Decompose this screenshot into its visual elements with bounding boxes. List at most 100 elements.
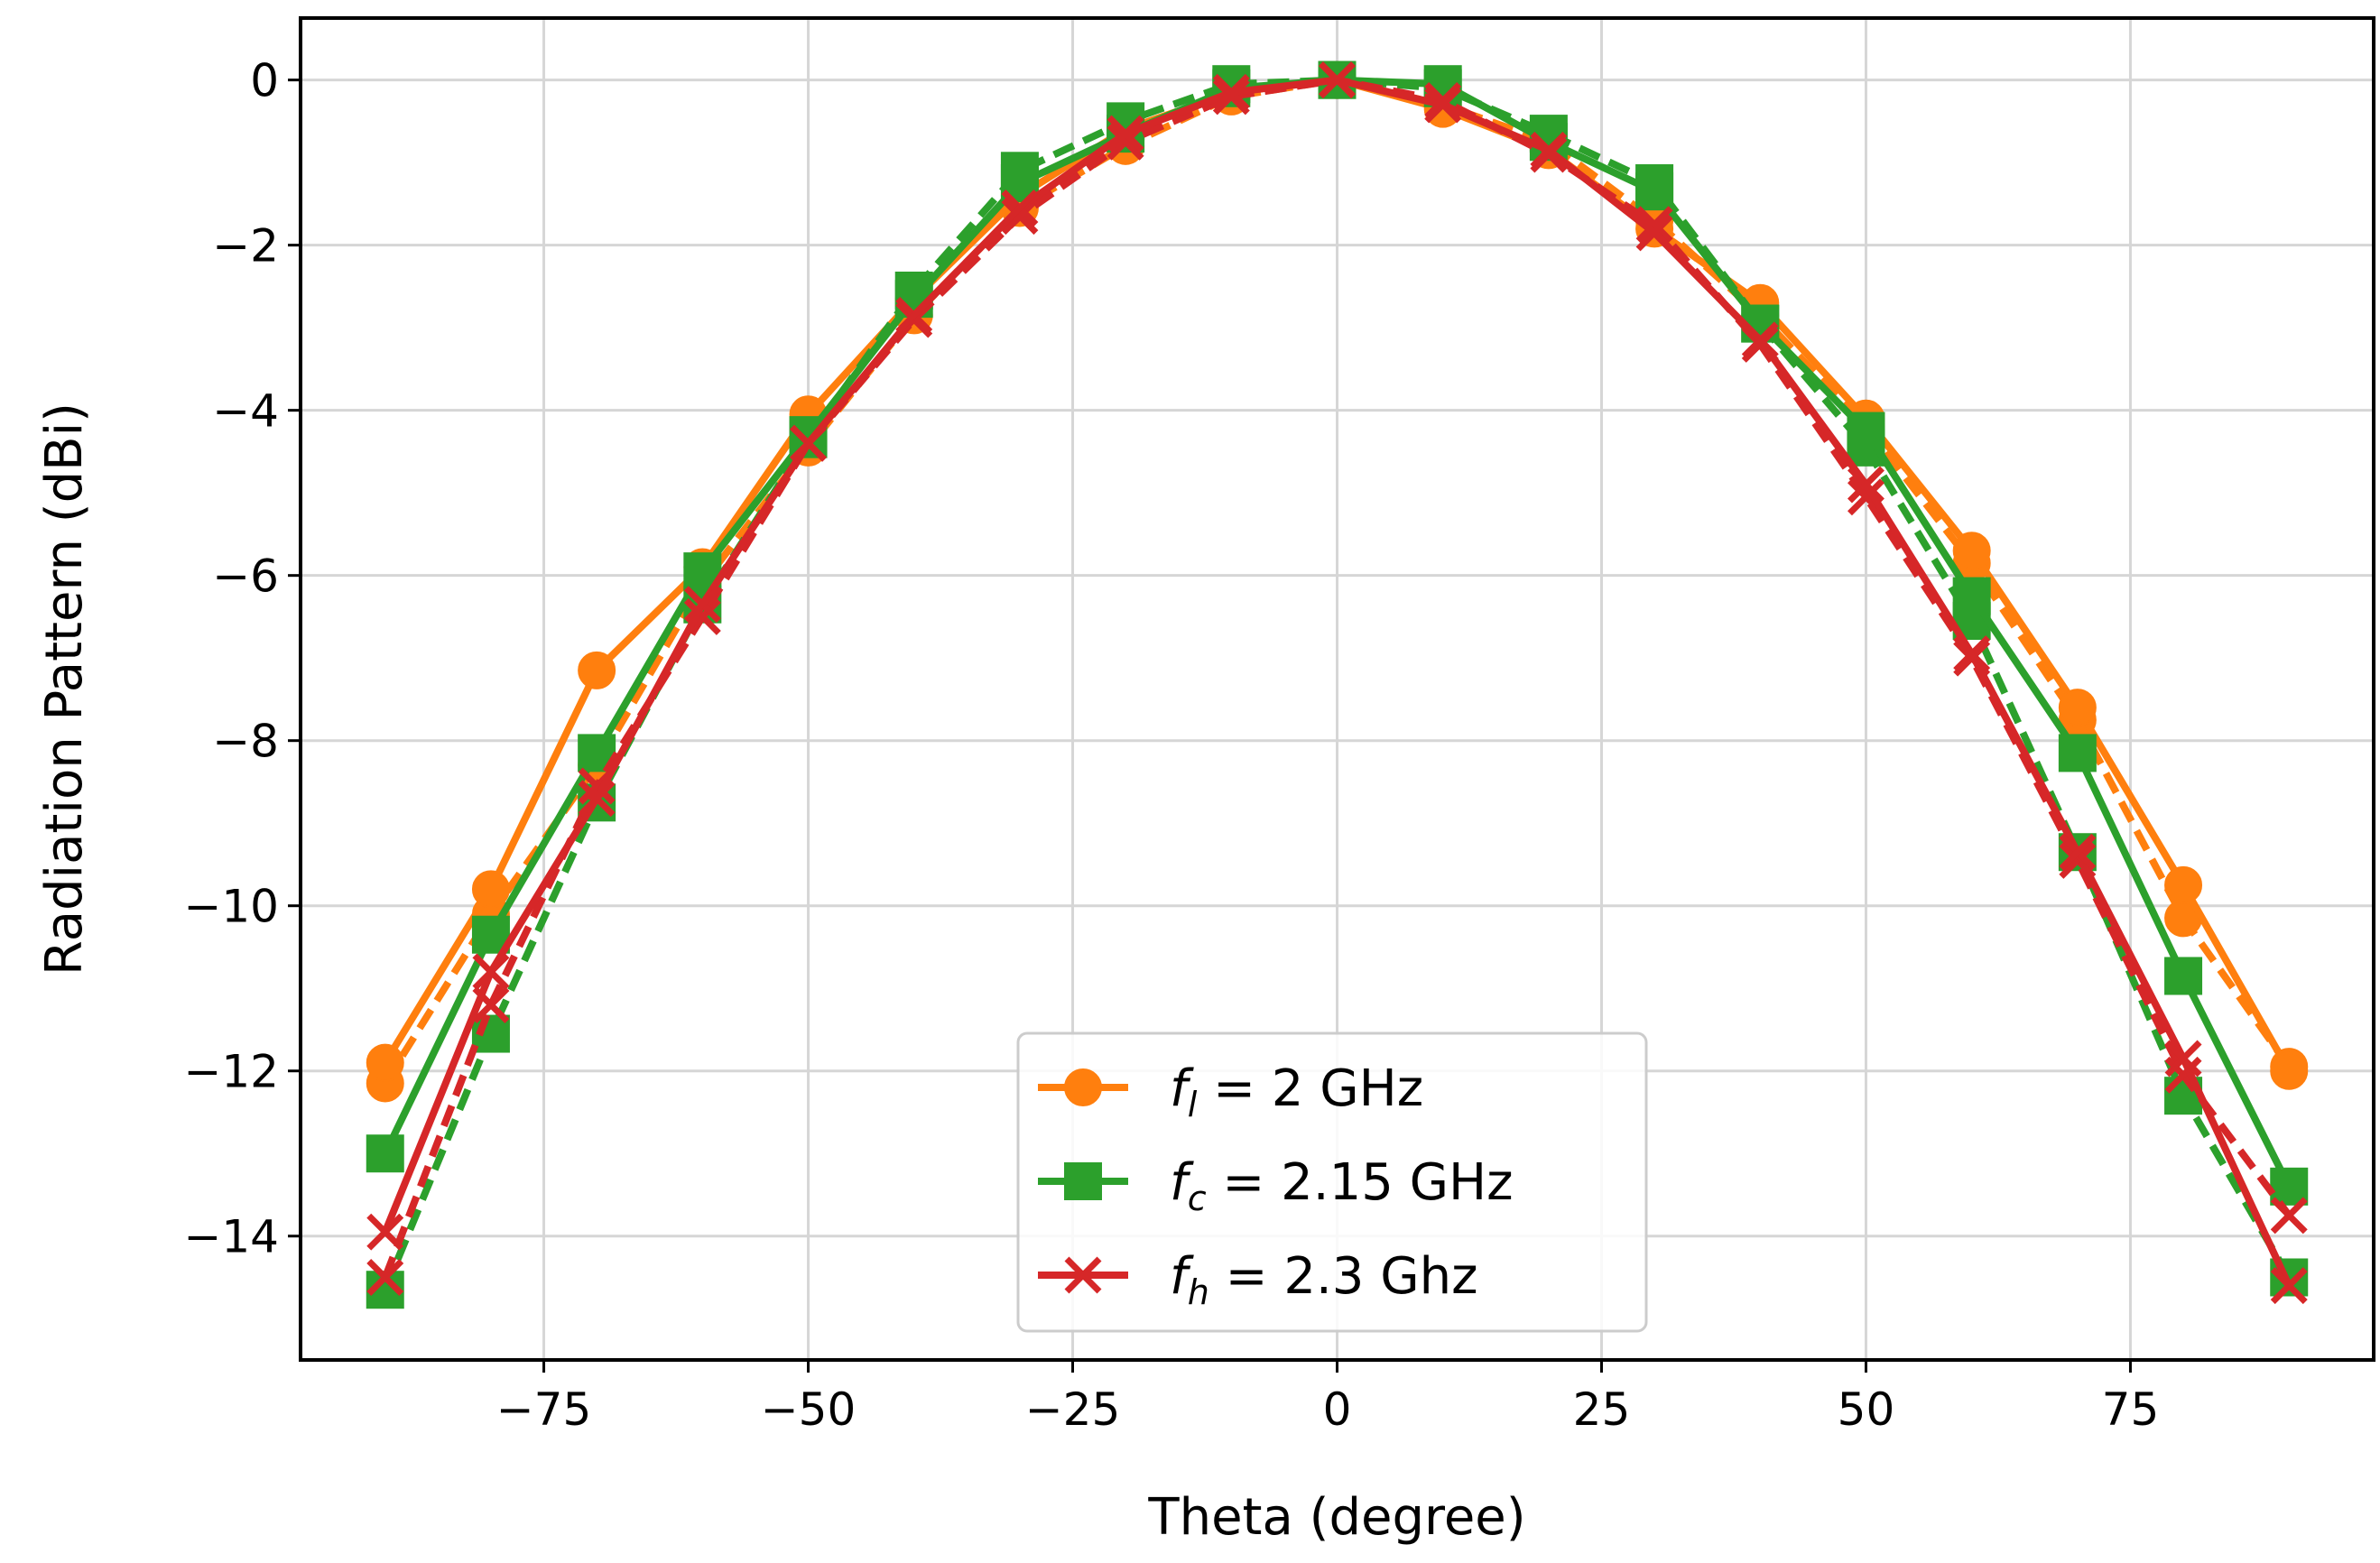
marker-stroke [1001, 198, 1039, 236]
x-tick-label: −75 [496, 1383, 592, 1436]
data-point-measured [790, 424, 828, 462]
data-point-measured [2164, 1040, 2202, 1077]
legend-subscript: h [1188, 1272, 1209, 1312]
data-point-measured [2270, 1267, 2308, 1305]
legend-marker [1064, 1068, 1102, 1106]
data-point-measured [1424, 86, 1462, 124]
data-point-measured [895, 296, 933, 334]
marker-stroke [2164, 1040, 2202, 1077]
marker-stroke [1212, 73, 1250, 111]
legend-item: fc = 2.15 GHz [1038, 1153, 1514, 1218]
data-point-measured [2164, 957, 2203, 995]
data-point-measured [1635, 214, 1673, 252]
legend-marker [1064, 1162, 1102, 1200]
x-tick-label: −50 [761, 1383, 857, 1436]
legend-label: fl = 2 GHz [1170, 1059, 1423, 1124]
y-tick-label: 0 [250, 55, 279, 107]
series-layer [366, 60, 2309, 1309]
data-point-measured [578, 651, 616, 689]
marker-stroke [578, 780, 616, 818]
x-tick-label: 75 [2102, 1383, 2160, 1436]
y-tick-label: −8 [212, 716, 279, 768]
data-point-measured [683, 586, 721, 624]
marker-stroke [2270, 1267, 2308, 1305]
legend: fl = 2 GHz fc = 2.15 GHz fh = 2.3 Ghz [1016, 1031, 1648, 1333]
data-point-measured [1953, 635, 1991, 673]
x-tick-label: 25 [1573, 1383, 1631, 1436]
data-point-measured [366, 1043, 404, 1082]
series-2 [366, 61, 2308, 1305]
data-point-measured [2059, 833, 2097, 871]
marker-stroke [683, 586, 721, 624]
legend-label: fc = 2.15 GHz [1170, 1153, 1514, 1218]
marker-stroke [2059, 841, 2097, 879]
marker-stroke [472, 986, 510, 1023]
marker-stroke [366, 1259, 404, 1296]
data-point-measured [471, 915, 510, 954]
y-tick-label: −4 [212, 385, 279, 438]
marker-stroke [895, 296, 933, 334]
marker-stroke [366, 1213, 404, 1251]
marker-stroke [2270, 1197, 2308, 1235]
data-point-measured [2270, 1051, 2309, 1090]
data-point-measured [1741, 321, 1779, 359]
data-point-measured [1952, 577, 1991, 615]
marker-stroke [1424, 86, 1462, 124]
data-point-measured [578, 780, 616, 818]
data-point-measured [2164, 865, 2203, 904]
legend-item: fh = 2.3 Ghz [1038, 1247, 1477, 1312]
marker-stroke [2164, 1056, 2202, 1094]
marker-stroke [1064, 1256, 1102, 1294]
data-point-simulated [1001, 198, 1039, 236]
marker-stroke [1530, 131, 1568, 169]
data-point-measured [2270, 1167, 2309, 1206]
data-point-measured [366, 1213, 404, 1251]
data-point-measured [1107, 115, 1144, 153]
data-point-measured [472, 953, 510, 991]
data-point-simulated [2270, 1197, 2308, 1235]
marker-stroke [1001, 189, 1039, 227]
marker-stroke [1635, 206, 1673, 244]
data-point-measured [1847, 466, 1885, 504]
legend-label: fh = 2.3 Ghz [1170, 1247, 1477, 1312]
legend-subscript: c [1188, 1179, 1207, 1218]
y-tick-label: −2 [212, 220, 279, 273]
data-point-simulated [1635, 206, 1673, 244]
x-axis-title: Theta (degree) [1147, 1488, 1525, 1547]
y-tick-label: −6 [212, 550, 279, 603]
data-point-measured [1319, 61, 1356, 99]
legend-subscript: l [1188, 1085, 1198, 1124]
legend-item: fl = 2 GHz [1038, 1059, 1423, 1124]
data-point-measured [1635, 172, 1674, 211]
x-tick-label: 50 [1838, 1383, 1895, 1436]
legend-rest: = 2.3 Ghz [1209, 1247, 1478, 1306]
data-point-simulated [366, 1259, 404, 1296]
marker-stroke [1847, 466, 1885, 504]
data-point-measured [1530, 131, 1568, 169]
y-axis-title: Radiation Pattern (dBi) [35, 402, 94, 976]
data-point-measured [1212, 73, 1250, 111]
marker-stroke [472, 953, 510, 991]
data-point-measured [366, 1134, 404, 1173]
data-point-measured [1952, 532, 1991, 570]
marker-stroke [1847, 478, 1885, 516]
marker-stroke [1953, 635, 1991, 673]
y-tick-label: −12 [183, 1046, 279, 1098]
data-point-measured [1847, 412, 1885, 450]
data-point-measured [2058, 689, 2097, 727]
data-point-measured [578, 734, 616, 772]
y-tick-label: −14 [183, 1211, 279, 1263]
legend-box [1016, 1031, 1648, 1333]
marker-stroke [1107, 115, 1144, 153]
x-tick-label: 0 [1323, 1383, 1352, 1436]
x-tick-label: −25 [1025, 1383, 1121, 1436]
data-point-measured [471, 870, 510, 909]
data-point-measured [1001, 189, 1039, 227]
data-point-measured [2058, 734, 2097, 772]
marker-stroke [1319, 61, 1356, 99]
marker-stroke [1635, 214, 1673, 252]
y-tick-label: −10 [183, 881, 279, 933]
legend-marker [1064, 1256, 1102, 1294]
marker-stroke [790, 424, 828, 462]
marker-stroke [2059, 833, 2097, 871]
